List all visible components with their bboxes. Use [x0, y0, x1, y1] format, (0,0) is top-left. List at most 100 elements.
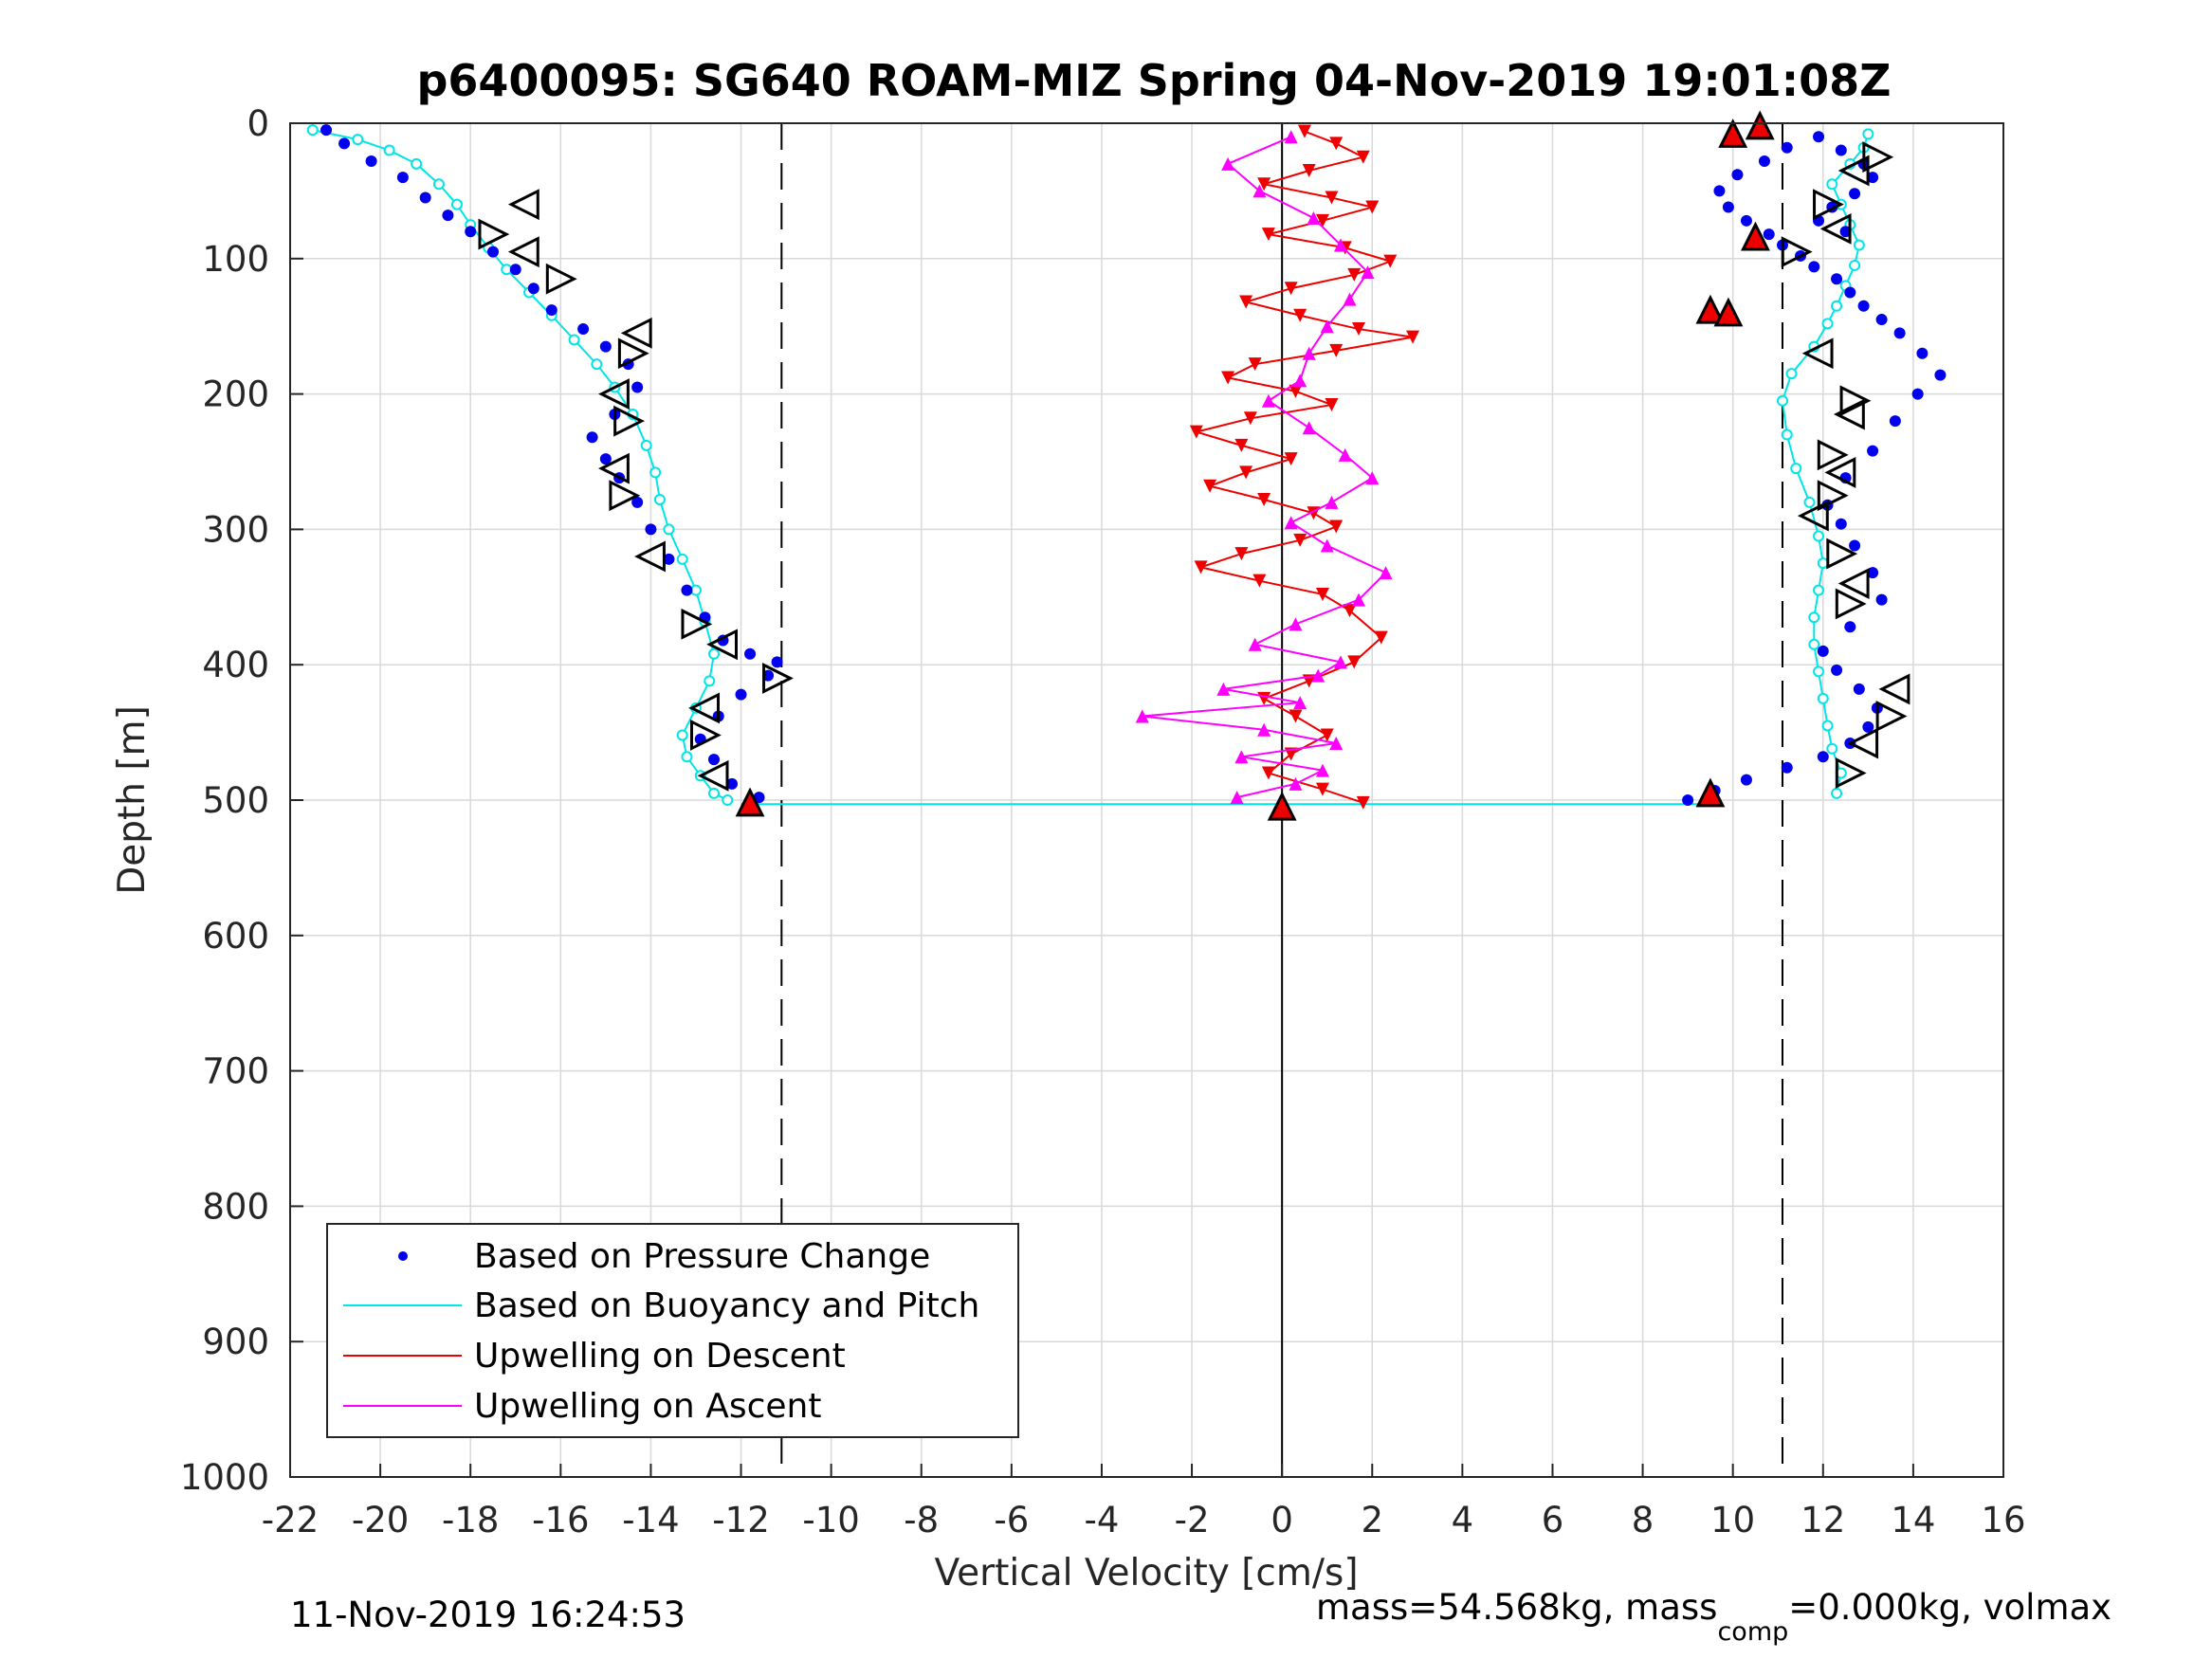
pressure-descent-point-19 [631, 496, 644, 508]
open-triangle-asc-10 [1817, 439, 1849, 471]
x-tick-label-4: -14 [622, 1500, 679, 1540]
pressure-descent-point-22 [681, 584, 693, 596]
pressure-ascent-point-2 [1740, 774, 1752, 786]
upwelling-descent-point-26 [1239, 465, 1253, 480]
pressure-ascent-point-36 [1758, 155, 1770, 167]
legend-label-ascent: Upwelling on Ascent [474, 1387, 821, 1426]
open-triangle-asc-9 [1824, 456, 1856, 488]
legend: Based on Pressure Change Based on Buoyan… [326, 1223, 1019, 1438]
upwelling-ascent-point-24 [1320, 319, 1334, 334]
buoyancy-ascent-point-9 [1817, 557, 1829, 570]
pressure-ascent-point-19 [1889, 415, 1901, 428]
upwelling-descent-point-32 [1234, 547, 1249, 561]
open-triangle-asc-14 [1781, 236, 1813, 268]
x-tick-label-14: 6 [1542, 1500, 1564, 1540]
open-triangle-asc-15 [1819, 212, 1852, 245]
buoyancy-ascent-point-3 [1821, 720, 1834, 732]
buoyancy-ascent-point-8 [1813, 584, 1825, 596]
pressure-ascent-point-28 [1808, 261, 1820, 273]
x-tick-label-2: -18 [442, 1500, 499, 1540]
upwelling-descent-point-19 [1221, 371, 1235, 385]
buoyancy-descent-point-12 [591, 358, 603, 371]
x-tick-label-9: -4 [1084, 1500, 1119, 1540]
pressure-ascent-point-31 [1763, 228, 1775, 241]
upwelling-descent-point-45 [1315, 782, 1329, 796]
buoyancy-ascent-point-7 [1808, 611, 1820, 624]
upwelling-descent-point-17 [1329, 343, 1344, 357]
buoyancy-ascent-point-0 [1831, 787, 1843, 799]
pressure-ascent-point-34 [1713, 185, 1726, 197]
upwelling-descent-point-22 [1243, 411, 1257, 426]
pressure-ascent-point-22 [1916, 347, 1929, 359]
y-tick-label-1: 100 [202, 239, 269, 280]
pressure-ascent-point-21 [1934, 369, 1947, 381]
upwelling-ascent-point-0 [1230, 791, 1244, 805]
upwelling-ascent-point-4 [1329, 737, 1344, 751]
upwelling-descent-point-27 [1203, 479, 1217, 493]
upwelling-descent-point-18 [1248, 357, 1262, 372]
legend-label-pressure: Based on Pressure Change [474, 1237, 930, 1276]
pressure-ascent-point-35 [1731, 169, 1744, 181]
legend-label-descent: Upwelling on Descent [474, 1337, 846, 1376]
buoyancy-ascent-point-10 [1813, 530, 1825, 542]
pressure-ascent-point-38 [1813, 131, 1825, 143]
y-tick-label-8: 800 [202, 1186, 269, 1227]
upwelling-descent-point-33 [1194, 560, 1208, 574]
buoyancy-ascent-point-11 [1803, 496, 1816, 508]
x-tick-label-7: -8 [904, 1500, 939, 1540]
upwelling-descent-point-13 [1239, 295, 1253, 309]
y-tick-label-7: 700 [202, 1051, 269, 1092]
open-triangle-asc-7 [1797, 500, 1829, 532]
pressure-descent-point-25 [744, 647, 757, 660]
pressure-descent-point-14 [631, 381, 644, 393]
buoyancy-ascent-point-6 [1808, 638, 1820, 650]
buoyancy-descent-point-4 [432, 178, 445, 191]
buoyancy-descent-point-11 [568, 334, 580, 346]
open-triangle-desc-8 [598, 452, 630, 484]
y-tick-label-9: 900 [202, 1322, 269, 1362]
upwelling-ascent-point-11 [1248, 637, 1262, 651]
open-triangle-asc-17 [1837, 155, 1870, 187]
open-triangle-desc-4 [620, 317, 652, 349]
legend-box [326, 1223, 1019, 1438]
y-tick-label-0: 0 [247, 103, 269, 144]
x-axis-label: Vertical Velocity [cm/s] [934, 1552, 1358, 1595]
x-tick-label-15: 8 [1632, 1500, 1654, 1540]
upwelling-ascent-point-6 [1135, 709, 1149, 723]
buoyancy-ascent-point-27 [1862, 128, 1874, 140]
upwelling-descent-point-5 [1325, 191, 1339, 205]
pressure-descent-point-3 [396, 172, 409, 184]
pressure-descent-point-26 [771, 656, 783, 668]
upwelling-descent-point-1 [1329, 137, 1344, 151]
upwelling-descent-point-4 [1257, 177, 1271, 191]
upwelling-descent-point-6 [1365, 200, 1380, 214]
upwelling-ascent-point-29 [1252, 184, 1267, 198]
upwelling-descent-point-37 [1374, 630, 1388, 645]
buoyancy-ascent-point-20 [1849, 259, 1861, 271]
pressure-descent-point-4 [419, 191, 431, 204]
pressure-ascent-point-39 [1835, 144, 1847, 156]
open-triangle-desc-2 [507, 236, 539, 268]
upwelling-descent-point-40 [1257, 691, 1271, 705]
buoyancy-ascent-point-21 [1853, 239, 1865, 251]
pressure-ascent-point-9 [1831, 664, 1843, 676]
pressure-ascent-point-0 [1682, 794, 1694, 806]
buoyancy-ascent-point-15 [1785, 368, 1798, 380]
upwelling-descent-point-8 [1261, 228, 1275, 242]
red-triangle-6 [1745, 110, 1775, 140]
y-tick-label-10: 1000 [180, 1457, 269, 1498]
open-triangle-asc-12 [1839, 385, 1872, 417]
buoyancy-descent-point-17 [653, 493, 666, 505]
buoyancy-ascent-point-5 [1813, 665, 1825, 678]
upwelling-ascent-point-16 [1284, 516, 1298, 530]
pressure-ascent-point-27 [1831, 273, 1843, 285]
pressure-descent-point-17 [599, 453, 612, 465]
upwelling-ascent-point-22 [1293, 374, 1307, 388]
upwelling-ascent-point-14 [1379, 566, 1393, 580]
red-triangle-4 [1741, 221, 1770, 251]
footer-mass-info: mass=54.568kg, masscomp=0.000kg, volmax [1316, 1587, 2111, 1647]
legend-label-buoyancy: Based on Buoyancy and Pitch [474, 1286, 979, 1325]
buoyancy-ascent-point-24 [1826, 178, 1838, 191]
open-triangle-asc-4 [1835, 588, 1867, 620]
upwelling-descent-point-23 [1189, 425, 1203, 439]
